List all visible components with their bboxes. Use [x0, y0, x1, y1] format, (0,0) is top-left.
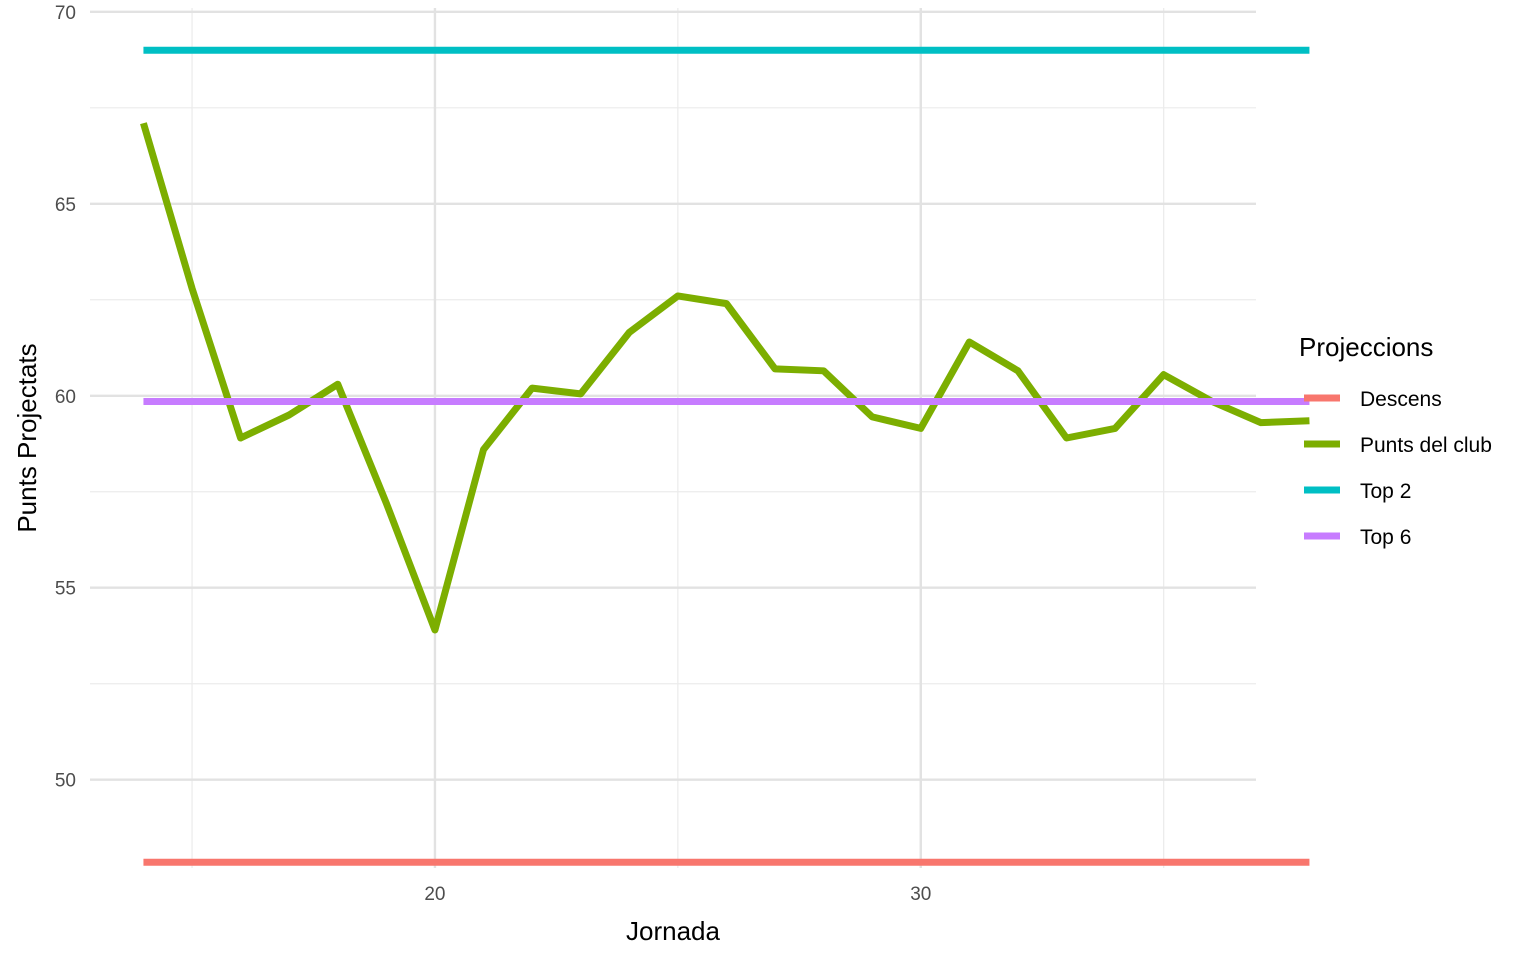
series-line-punts-del-club: [140, 122, 1310, 634]
legend: Projeccions Descens Punts del club Top 2 To…: [1299, 332, 1492, 549]
y-tick-label: 65: [55, 195, 76, 216]
y-axis-title: Punts Projectats: [12, 343, 42, 532]
legend-label: Top 2: [1360, 480, 1411, 503]
legend-label: Punts del club: [1360, 434, 1492, 457]
x-tick-label: 30: [910, 884, 931, 905]
y-tick-label: 60: [55, 387, 76, 408]
legend-label: Descens: [1360, 388, 1442, 411]
legend-items: Descens Punts del club Top 2 Top 6: [1304, 388, 1492, 549]
series-lines: [140, 46, 1310, 866]
y-tick-label: 50: [55, 771, 76, 792]
legend-title: Projeccions: [1299, 332, 1433, 362]
x-tick-label: 20: [424, 884, 445, 905]
y-tick-label: 70: [55, 3, 76, 24]
y-tick-label: 55: [55, 579, 76, 600]
tick-labels: 50 55 60 65 70 20 30: [55, 3, 931, 905]
legend-label: Top 6: [1360, 526, 1411, 549]
x-axis-title: Jornada: [626, 916, 720, 946]
